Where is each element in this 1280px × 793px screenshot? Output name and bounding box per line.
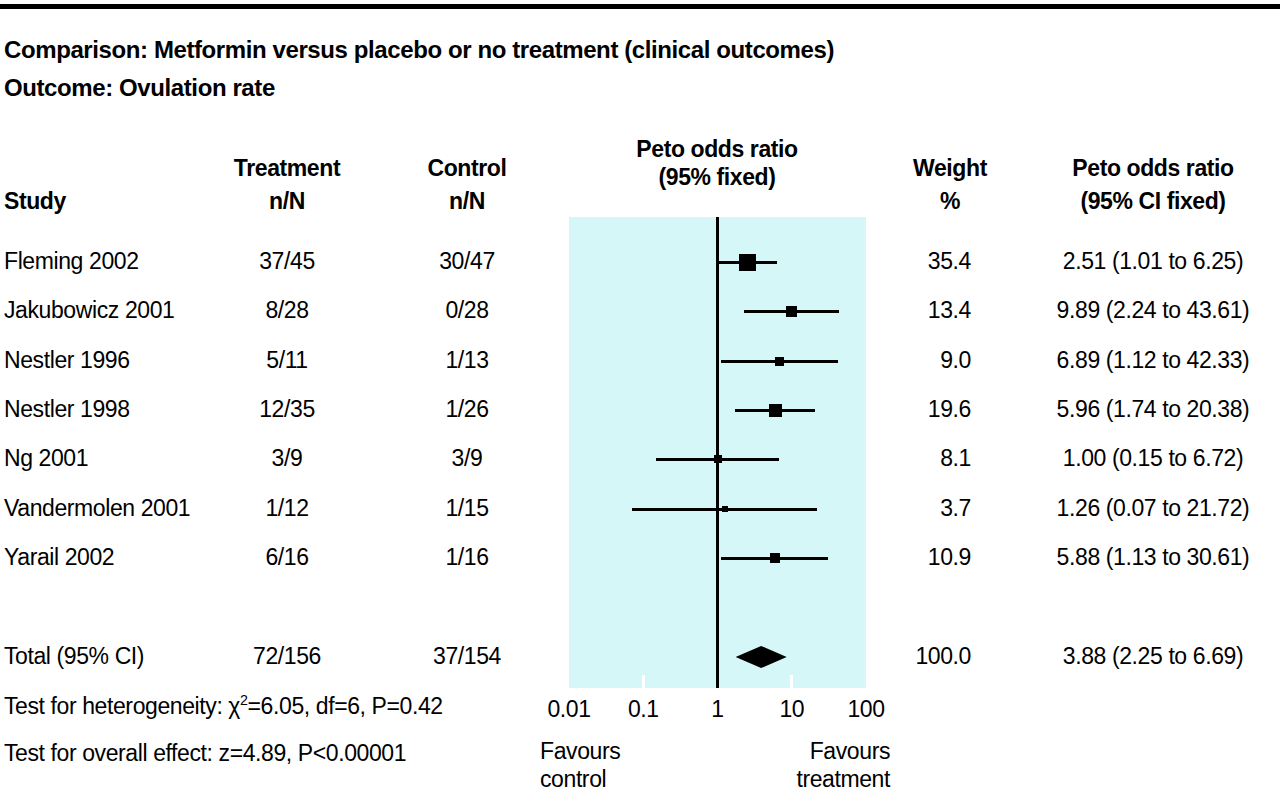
control-value: 0/28 (367, 297, 567, 324)
control-value: 1/26 (367, 396, 567, 423)
or-ci-value: 6.89 (1.12 to 42.33) (1028, 347, 1278, 374)
effect-marker (786, 306, 797, 317)
forest-plot-panel (569, 217, 866, 688)
treatment-value: 3/9 (187, 445, 387, 472)
or-ci-value: 9.89 (2.24 to 43.61) (1028, 297, 1278, 324)
col-header-treatment-nn: n/N (187, 188, 387, 215)
treatment-value: 12/35 (187, 396, 387, 423)
or-ci-value: 1.00 (0.15 to 6.72) (1028, 445, 1278, 472)
study-name: Nestler 1998 (4, 396, 130, 423)
effect-marker (714, 455, 722, 463)
favours-treatment-label: Favours treatment (690, 737, 890, 793)
effect-marker (770, 553, 780, 563)
treatment-value: 5/11 (187, 347, 387, 374)
treatment-value: 1/12 (187, 495, 387, 522)
study-name: Fleming 2002 (4, 248, 139, 275)
weight-value: 35.4 (871, 248, 971, 275)
col-header-control: Control (367, 155, 567, 182)
favours-treatment-line1: Favours (690, 737, 890, 765)
control-value: 1/16 (367, 544, 567, 571)
favours-treatment-line2: treatment (690, 765, 890, 793)
axis-tick-label: 100 (821, 696, 911, 723)
study-name: Vandermolen 2001 (4, 495, 190, 522)
favours-control-label: Favours control (540, 737, 620, 793)
study-name: Ng 2001 (4, 445, 88, 472)
or-ci-value: 5.96 (1.74 to 20.38) (1028, 396, 1278, 423)
control-value: 30/47 (367, 248, 567, 275)
null-effect-line (716, 217, 719, 688)
axis-tick-mark (642, 675, 645, 688)
col-header-study: Study (4, 188, 66, 215)
study-name: Yarail 2002 (4, 544, 114, 571)
weight-value: 19.6 (871, 396, 971, 423)
col-header-treatment: Treatment (187, 155, 387, 182)
plot-header-line2: (95% fixed) (567, 164, 867, 191)
or-ci-value: 3.88 (2.25 to 6.69) (1028, 643, 1278, 670)
effect-marker (769, 404, 782, 417)
treatment-value: 37/45 (187, 248, 387, 275)
treatment-value: 8/28 (187, 297, 387, 324)
weight-value: 9.0 (871, 347, 971, 374)
comparison-title: Comparison: Metformin versus placebo or … (4, 36, 834, 64)
col-header-control-nn: n/N (367, 188, 567, 215)
study-name: Nestler 1996 (4, 347, 130, 374)
weight-value: 8.1 (871, 445, 971, 472)
overall-effect-test-text: Test for overall effect: z=4.89, P<0.000… (4, 740, 406, 767)
col-header-or-line1: Peto odds ratio (1028, 155, 1278, 182)
control-value: 1/13 (367, 347, 567, 374)
effect-marker (722, 506, 728, 512)
study-name: Jakubowicz 2001 (4, 297, 174, 324)
heterogeneity-suffix: =6.05, df=6, P=0.42 (248, 693, 443, 719)
outcome-title: Outcome: Ovulation rate (4, 74, 275, 102)
control-value: 3/9 (367, 445, 567, 472)
top-rule (0, 4, 1280, 9)
weight-value: 100.0 (871, 643, 971, 670)
control-value: 37/154 (367, 643, 567, 670)
effect-marker (775, 357, 784, 366)
effect-marker (739, 254, 756, 271)
col-header-or-line2: (95% CI fixed) (1028, 188, 1278, 215)
control-value: 1/15 (367, 495, 567, 522)
treatment-value: 72/156 (187, 643, 387, 670)
or-ci-value: 5.88 (1.13 to 30.61) (1028, 544, 1278, 571)
forest-plot-figure: Comparison: Metformin versus placebo or … (0, 0, 1280, 793)
col-header-weight-pct: % (870, 188, 1030, 215)
weight-value: 3.7 (871, 495, 971, 522)
study-name: Total (95% CI) (4, 643, 144, 670)
axis-tick-mark (790, 675, 793, 688)
weight-value: 10.9 (871, 544, 971, 571)
heterogeneity-test-text: Test for heterogeneity: χ2=6.05, df=6, P… (4, 692, 443, 720)
or-ci-value: 1.26 (0.07 to 21.72) (1028, 495, 1278, 522)
favours-control-line2: control (540, 765, 620, 793)
heterogeneity-prefix: Test for heterogeneity: χ (4, 693, 240, 719)
plot-header-line1: Peto odds ratio (567, 136, 867, 163)
treatment-value: 6/16 (187, 544, 387, 571)
weight-value: 13.4 (871, 297, 971, 324)
or-ci-value: 2.51 (1.01 to 6.25) (1028, 248, 1278, 275)
col-header-weight: Weight (870, 155, 1030, 182)
heterogeneity-sup: 2 (240, 692, 248, 708)
favours-control-line1: Favours (540, 737, 620, 765)
